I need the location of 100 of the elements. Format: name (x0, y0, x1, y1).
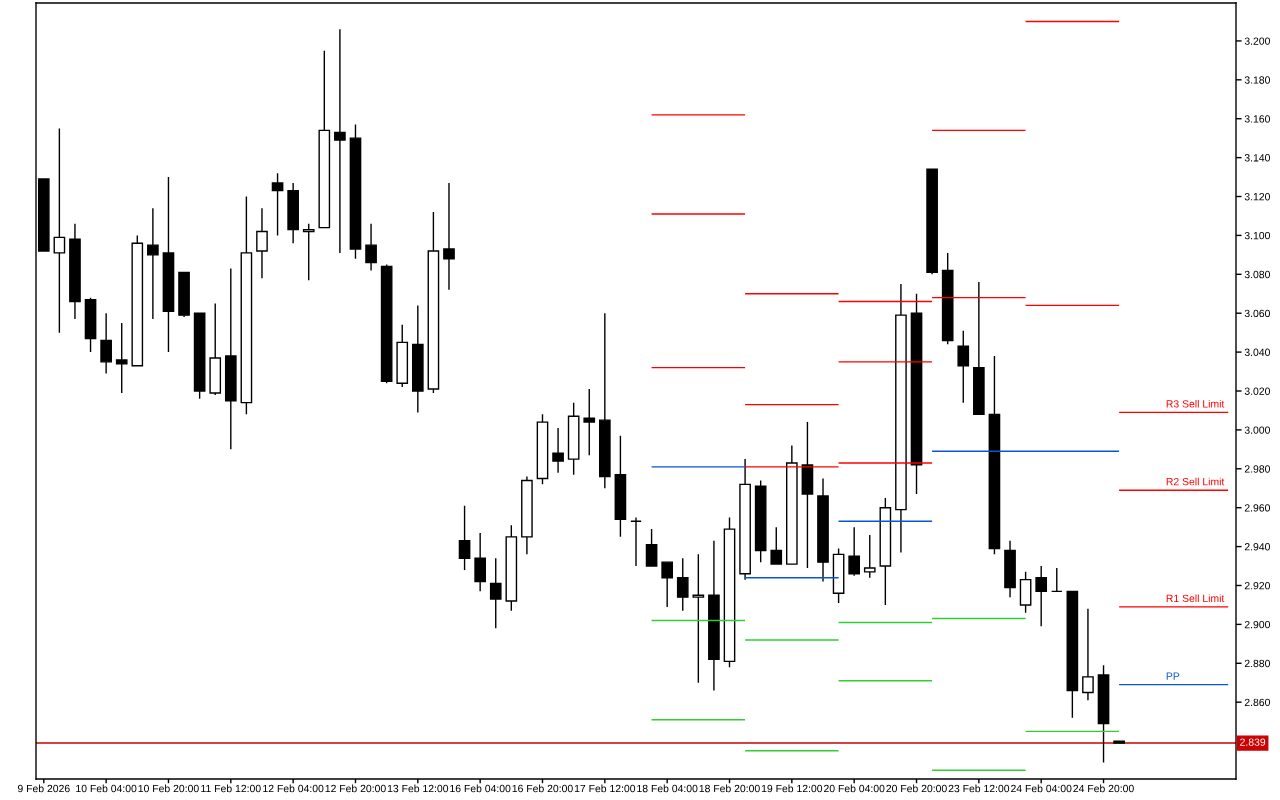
y-tick-label: 2.860 (1244, 698, 1270, 707)
candlestick (817, 477, 829, 583)
y-tick-label: 2.900 (1244, 620, 1270, 629)
candlestick (770, 526, 783, 565)
y-tick-label: 3.120 (1244, 193, 1270, 201)
candlestick (848, 526, 861, 577)
candlestick (661, 561, 674, 608)
candlestick (100, 312, 112, 375)
x-tick-label: 23 Feb 12:00 (948, 784, 1010, 793)
x-tick-label: 24 Feb 20:00 (1073, 784, 1134, 793)
candlestick (692, 553, 705, 684)
candlestick (598, 312, 611, 489)
x-tick-label: 16 Feb 04:00 (450, 784, 511, 793)
y-tick-label: 3.100 (1244, 231, 1270, 240)
candlestick (318, 49, 331, 229)
x-tick-label: 13 Feb 12:00 (387, 784, 449, 793)
candlestick (115, 322, 128, 394)
candlestick (365, 223, 377, 272)
y-tick-label: 3.160 (1244, 115, 1270, 123)
candlestick (708, 540, 720, 692)
x-tick-label: 12 Feb 20:00 (325, 784, 386, 793)
candlestick (879, 497, 892, 606)
candlestick (536, 413, 549, 486)
series-label: R3 Sell Limit (1166, 399, 1225, 408)
candlestick (630, 516, 642, 567)
candlestick (941, 252, 954, 346)
candlestick (645, 528, 658, 567)
candlestick (256, 207, 268, 279)
x-tick-label: 16 Feb 20:00 (512, 784, 573, 793)
y-tick-label: 3.140 (1244, 154, 1270, 162)
candlestick (1019, 571, 1032, 614)
candlestick (287, 182, 299, 244)
candlestick (957, 330, 970, 404)
y-tick-label: 3.020 (1244, 387, 1270, 395)
candlestick (676, 557, 689, 612)
candlestick (380, 263, 393, 384)
ref-line-label: 2.839 (1240, 738, 1266, 746)
x-tick-label: 20 Feb 04:00 (824, 784, 885, 793)
candlestick (567, 401, 580, 476)
candlestick (427, 211, 440, 394)
x-tick-label: 17 Feb 12:00 (574, 784, 636, 793)
candlestick (474, 532, 486, 593)
candlestick (458, 505, 471, 571)
candlestick (209, 302, 222, 396)
candlestick (53, 127, 66, 334)
candlestick (334, 28, 346, 254)
y-tick-label: 3.000 (1244, 426, 1270, 434)
candlestick (302, 223, 315, 281)
candlestick (240, 195, 253, 416)
candlestick (926, 168, 938, 276)
candlestick (411, 304, 424, 414)
candlestick (271, 172, 284, 237)
candlestick (739, 458, 751, 581)
y-tick-label: 3.080 (1244, 270, 1270, 279)
candlestick (895, 283, 907, 554)
y-tick-label: 3.060 (1244, 309, 1270, 318)
candlestick (910, 293, 923, 495)
candlestick (583, 388, 596, 456)
series-label: PP (1166, 672, 1180, 680)
candlestick (1004, 540, 1016, 598)
y-tick-label: 3.200 (1244, 37, 1270, 45)
x-tick-label: 19 Feb 12:00 (761, 784, 823, 793)
candlestick (396, 324, 409, 388)
candlestick (178, 271, 190, 318)
candlestick (973, 281, 985, 416)
x-tick-label: 18 Feb 20:00 (699, 784, 760, 793)
y-tick-label: 2.980 (1244, 465, 1270, 473)
x-tick-label: 24 Feb 04:00 (1011, 784, 1072, 793)
x-tick-label: 10 Feb 20:00 (138, 784, 199, 793)
series-label: R1 Sell Limit (1166, 594, 1225, 603)
y-tick-label: 3.180 (1244, 76, 1270, 84)
candlestick (489, 557, 502, 629)
candlestick (521, 475, 533, 556)
candlestick (193, 312, 206, 400)
candlestick (863, 534, 876, 579)
candlestick (224, 267, 237, 451)
candlestick (131, 234, 144, 367)
x-tick-label: 12 Feb 04:00 (263, 784, 324, 793)
x-tick-label: 20 Feb 20:00 (886, 784, 947, 793)
y-tick-label: 3.040 (1244, 348, 1270, 356)
x-tick-label: 18 Feb 04:00 (637, 784, 698, 793)
candlestick (1050, 567, 1063, 593)
candlestick (832, 547, 845, 604)
candlestick (1113, 740, 1125, 744)
candlestick (69, 223, 81, 320)
candlestick (162, 176, 175, 353)
x-tick-label: 10 Feb 04:00 (76, 784, 137, 793)
candlestick (786, 444, 798, 565)
candlestick (723, 516, 736, 668)
y-tick-label: 2.880 (1244, 659, 1270, 668)
candlestick (1035, 565, 1048, 628)
y-tick-label: 2.940 (1244, 543, 1270, 551)
candlestick (443, 182, 455, 291)
candlestick (505, 524, 518, 612)
candlestick (84, 296, 97, 353)
y-tick-label: 2.920 (1244, 581, 1270, 590)
candlestick (1066, 590, 1079, 719)
candlestick (1097, 664, 1110, 764)
x-tick-label: 9 Feb 2026 (17, 784, 70, 793)
candlestick (988, 355, 1001, 556)
